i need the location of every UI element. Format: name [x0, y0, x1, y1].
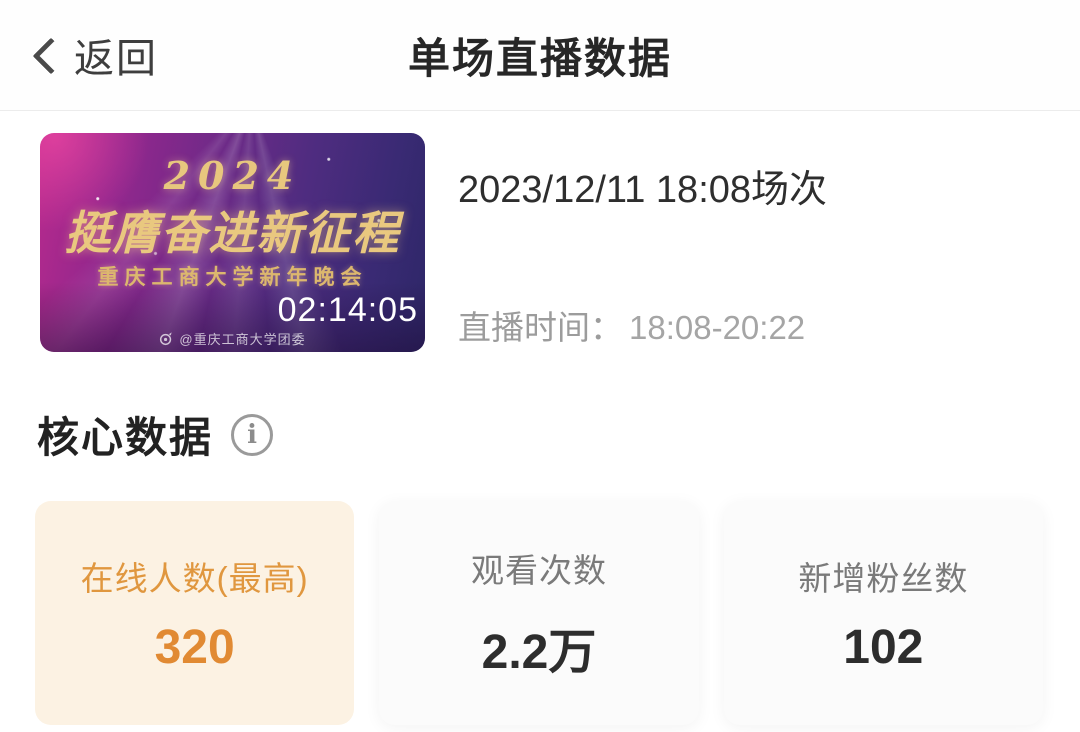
session-time-row: 直播时间： 18:08-20:22	[458, 301, 827, 349]
live-thumbnail[interactable]: 2024 挺膺奋进新征程 重庆工商大学新年晚会 02:14:05 @重庆工商大学…	[40, 133, 425, 352]
stat-value: 102	[843, 620, 924, 674]
stat-card-views: 观看次数 2.2万	[379, 501, 699, 725]
live-time-value: 18:08-20:22	[629, 309, 806, 346]
weibo-logo-icon	[160, 332, 173, 346]
stat-label: 新增粉丝数	[798, 559, 969, 597]
core-data-section: 核心数据 i 在线人数(最高) 320 观看次数 2.2万 新增粉丝数 102	[0, 352, 1080, 725]
stat-label: 在线人数(最高)	[80, 559, 309, 597]
stat-label: 观看次数	[470, 552, 607, 589]
back-button-label: 返回	[74, 37, 158, 81]
header: 返回 单场直播数据	[0, 0, 1080, 111]
session-title: 2023/12/11 18:08场次	[458, 169, 828, 211]
thumbnail-subtitle-text: 重庆工商大学新年晚会	[97, 264, 368, 289]
stat-value: 320	[154, 620, 235, 674]
stat-card-new-followers: 新增粉丝数 102	[723, 501, 1043, 725]
info-icon[interactable]: i	[231, 413, 274, 456]
stat-card-online-users: 在线人数(最高) 320	[35, 501, 355, 725]
session-block: 2024 挺膺奋进新征程 重庆工商大学新年晚会 02:14:05 @重庆工商大学…	[0, 111, 1080, 352]
core-data-header: 核心数据 i	[35, 404, 1043, 465]
core-data-heading: 核心数据	[37, 414, 214, 461]
back-button[interactable]: 返回	[32, 0, 158, 110]
thumbnail-slogan-text: 挺膺奋进新征程	[64, 206, 401, 260]
stat-value: 2.2万	[481, 626, 597, 679]
stat-cards-row: 在线人数(最高) 320 观看次数 2.2万 新增粉丝数 102	[35, 501, 1043, 725]
live-time-label: 直播时间：	[458, 309, 623, 346]
thumbnail-watermark: @重庆工商大学团委	[40, 329, 425, 348]
thumbnail-year-text: 2024	[163, 153, 302, 198]
watermark-text: @重庆工商大学团委	[179, 332, 306, 347]
live-duration: 02:14:05	[277, 291, 418, 329]
session-info: 2023/12/11 18:08场次 直播时间： 18:08-20:22	[425, 133, 827, 352]
page-title: 单场直播数据	[407, 34, 672, 82]
chevron-left-icon	[32, 37, 70, 75]
